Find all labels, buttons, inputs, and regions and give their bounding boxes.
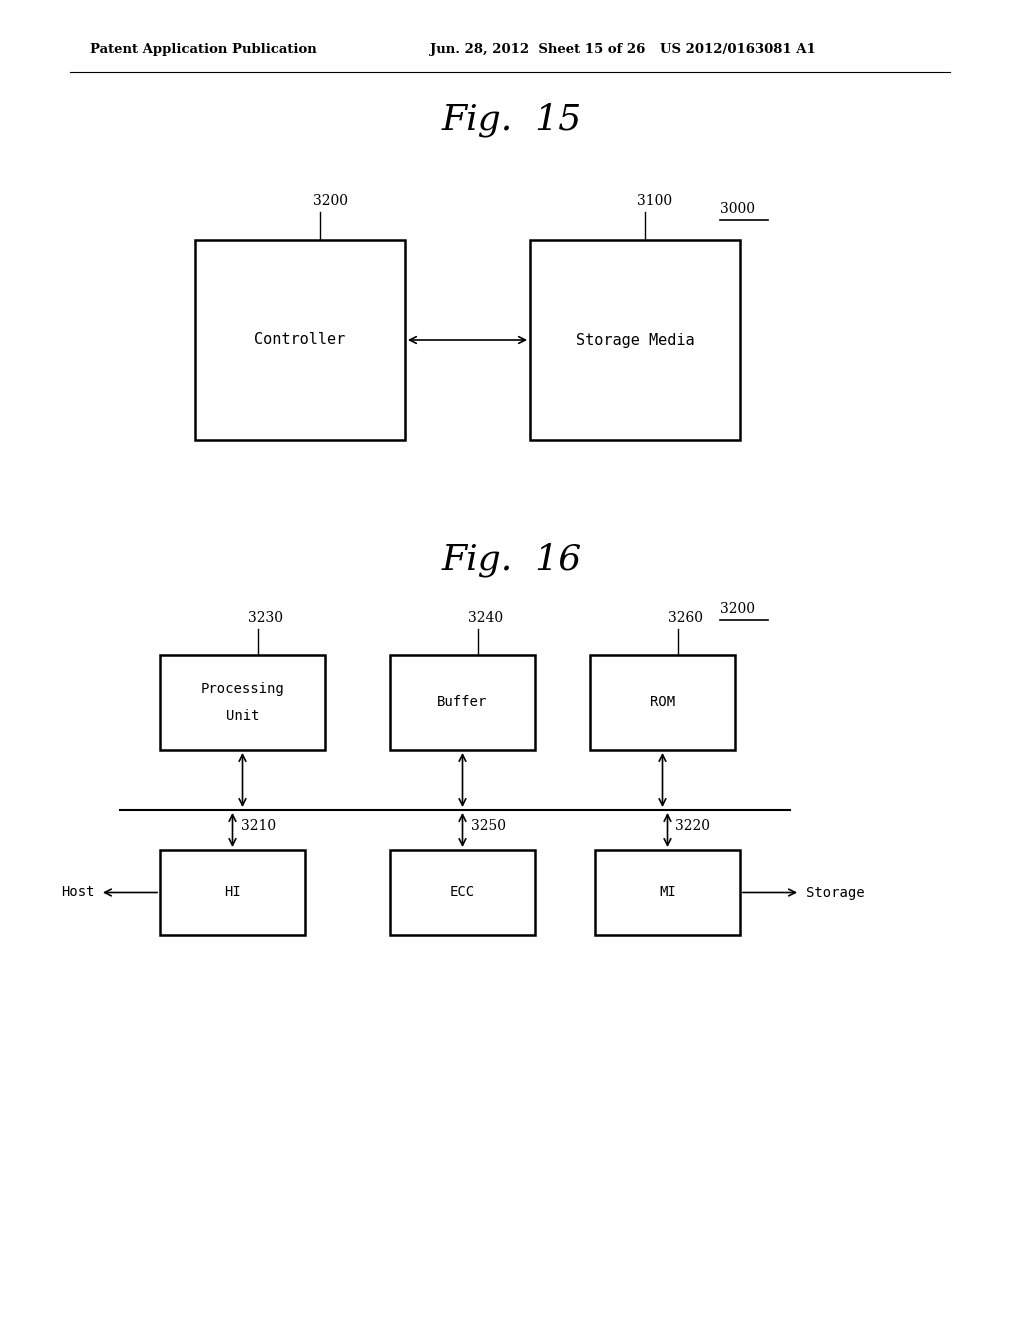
Text: 3200: 3200	[312, 194, 347, 209]
Text: HI: HI	[224, 886, 241, 899]
Text: Storage Media: Storage Media	[575, 333, 694, 347]
Text: 3200: 3200	[720, 602, 755, 616]
Bar	[530, 240, 740, 440]
Text: US 2012/0163081 A1: US 2012/0163081 A1	[660, 44, 816, 57]
Text: Unit: Unit	[225, 710, 259, 723]
Bar	[595, 850, 740, 935]
Text: Controller: Controller	[254, 333, 346, 347]
Text: ROM: ROM	[650, 696, 675, 710]
Text: 3220: 3220	[676, 818, 711, 833]
Text: 3000: 3000	[720, 202, 755, 216]
Bar	[590, 655, 735, 750]
Text: MI: MI	[659, 886, 676, 899]
Text: 3260: 3260	[668, 611, 703, 624]
Text: Host: Host	[61, 886, 95, 899]
Bar	[160, 850, 305, 935]
Text: Patent Application Publication: Patent Application Publication	[90, 44, 316, 57]
Bar	[390, 850, 535, 935]
Bar	[160, 655, 325, 750]
Text: Fig.  16: Fig. 16	[442, 543, 582, 577]
Text: 3250: 3250	[470, 818, 506, 833]
Text: Buffer: Buffer	[437, 696, 487, 710]
Text: Storage: Storage	[806, 886, 864, 899]
Text: Processing: Processing	[201, 681, 285, 696]
Text: Fig.  15: Fig. 15	[442, 103, 582, 137]
Text: 3230: 3230	[248, 611, 283, 624]
Text: 3100: 3100	[637, 194, 673, 209]
Text: ECC: ECC	[450, 886, 475, 899]
Bar	[195, 240, 406, 440]
Text: 3210: 3210	[241, 818, 275, 833]
Bar	[390, 655, 535, 750]
Text: 3240: 3240	[468, 611, 503, 624]
Text: Jun. 28, 2012  Sheet 15 of 26: Jun. 28, 2012 Sheet 15 of 26	[430, 44, 645, 57]
